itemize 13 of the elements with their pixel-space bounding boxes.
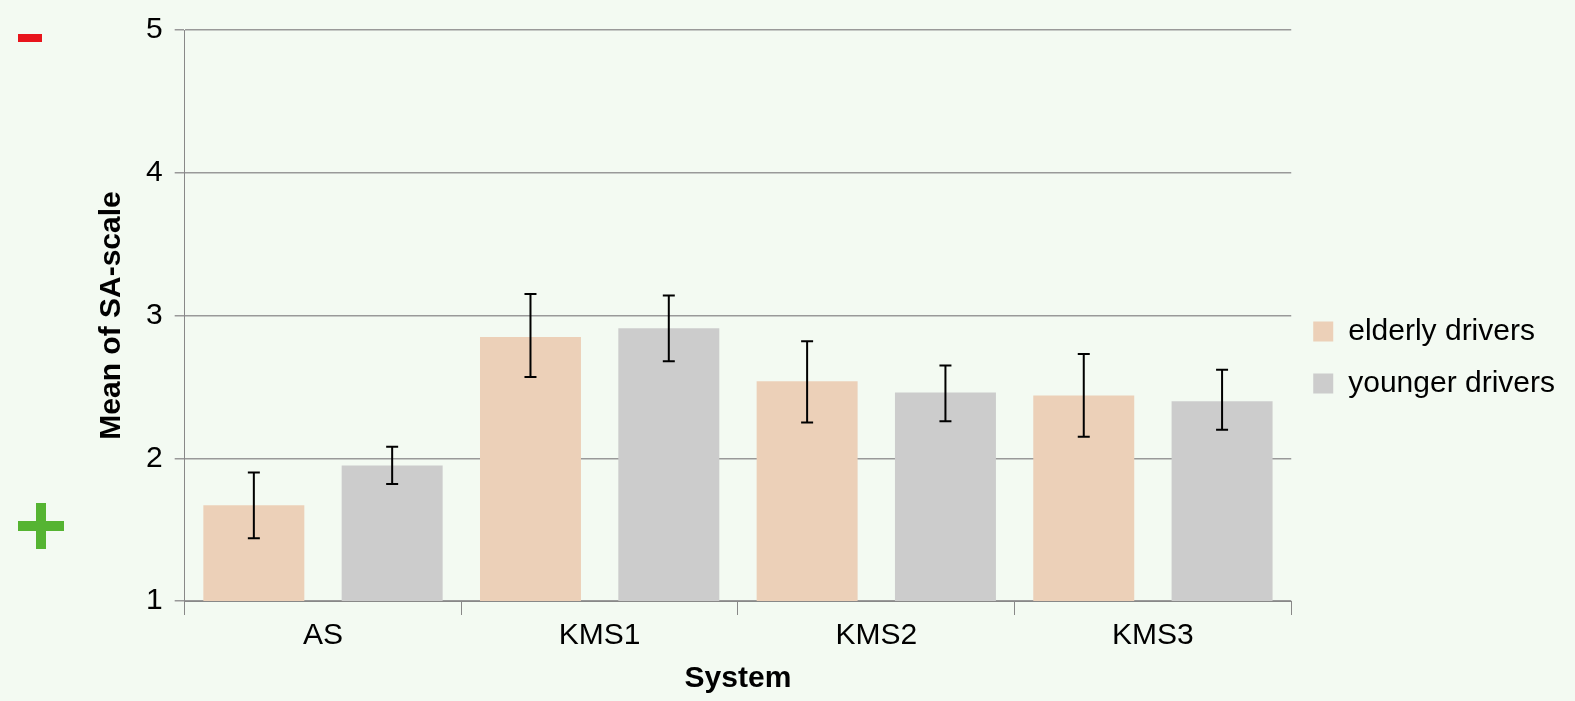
legend-label: elderly drivers — [1348, 312, 1535, 346]
x-axis-title: System — [684, 660, 792, 694]
x-tick-label: KMS1 — [558, 617, 641, 651]
x-tick-label: KMS2 — [835, 617, 918, 651]
y-tick-label: 5 — [146, 11, 163, 45]
y-axis-title: Mean of SA-scale — [93, 191, 127, 440]
x-tick-label: AS — [302, 617, 344, 651]
y-tick-label: 1 — [146, 582, 163, 616]
x-tick-label: KMS3 — [1112, 617, 1194, 651]
y-tick-label: 4 — [146, 154, 163, 188]
y-tick-label: 2 — [146, 439, 163, 473]
y-tick-label: 3 — [146, 296, 163, 330]
legend-label: younger drivers — [1348, 364, 1555, 398]
